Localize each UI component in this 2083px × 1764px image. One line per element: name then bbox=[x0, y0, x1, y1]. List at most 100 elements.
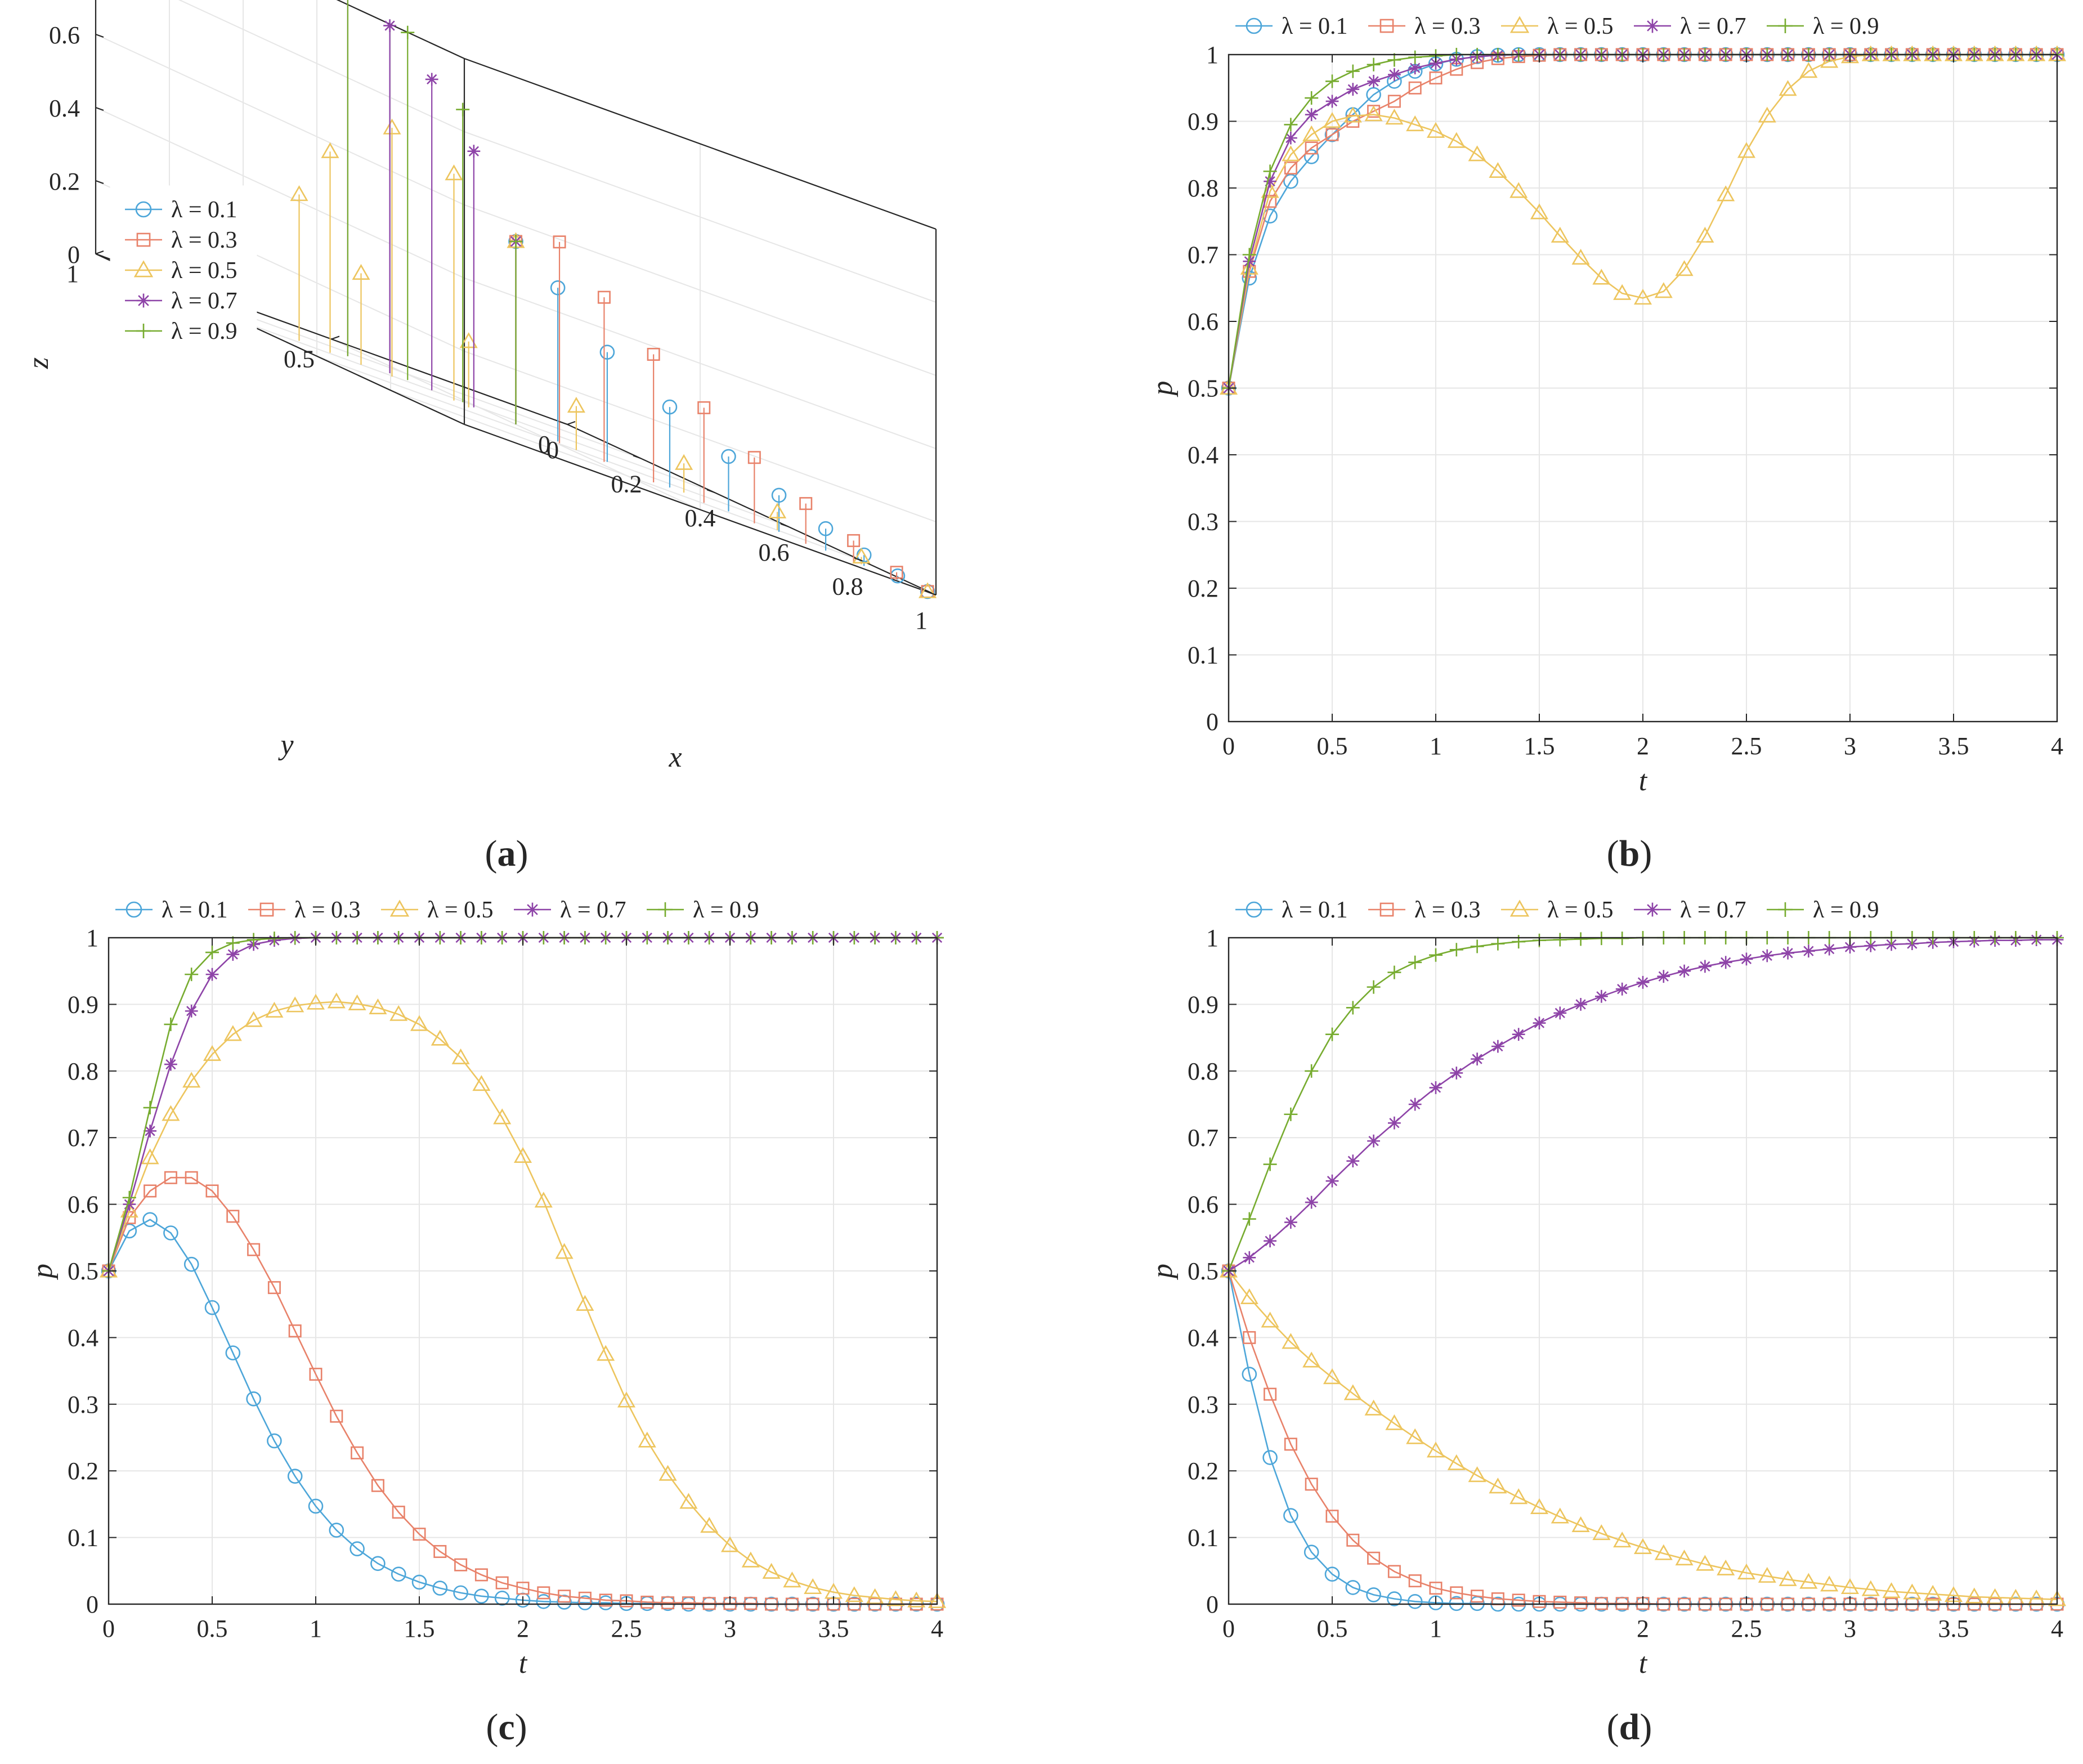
data-point bbox=[1302, 1351, 1321, 1368]
y-tick bbox=[567, 421, 576, 425]
legend-label: λ = 0.1 bbox=[1282, 897, 1348, 923]
data-point bbox=[1574, 932, 1588, 946]
x-tick-label: 0 bbox=[546, 436, 559, 464]
data-point bbox=[203, 1045, 222, 1061]
data-point bbox=[163, 1225, 178, 1241]
data-point bbox=[1305, 1064, 1319, 1078]
data-point bbox=[1861, 1580, 1880, 1596]
data-point bbox=[697, 401, 711, 414]
y-tick-label: 0.7 bbox=[1188, 241, 1219, 269]
data-point bbox=[928, 1592, 947, 1608]
data-point bbox=[472, 1075, 491, 1091]
data-point bbox=[1553, 1006, 1567, 1020]
data-point bbox=[550, 280, 566, 296]
data-point bbox=[1367, 980, 1381, 994]
data-point bbox=[682, 1596, 695, 1610]
y-tick-label: 0.4 bbox=[1188, 441, 1219, 469]
axis-line bbox=[336, 0, 465, 59]
legend-marker bbox=[1509, 899, 1530, 917]
z-tick-label: 0.4 bbox=[49, 95, 80, 122]
y-tick-label: 0.6 bbox=[68, 1191, 98, 1219]
data-point bbox=[246, 1391, 261, 1407]
data-point bbox=[431, 1029, 449, 1046]
data-point bbox=[1242, 248, 1256, 262]
y-tick-label: 0.5 bbox=[1188, 375, 1219, 402]
y-tick-label: 0 bbox=[1206, 1591, 1219, 1618]
data-point bbox=[1325, 1027, 1339, 1041]
data-point bbox=[1699, 960, 1712, 973]
gridlines bbox=[1228, 937, 2058, 1605]
legend-marker bbox=[1246, 901, 1262, 918]
x-tick-label: 0.6 bbox=[759, 539, 790, 566]
data-point bbox=[1737, 1563, 1756, 1580]
data-point bbox=[164, 1017, 178, 1031]
data-point bbox=[762, 1562, 781, 1579]
y-tick-label: 0 bbox=[538, 431, 550, 458]
data-point bbox=[1428, 1595, 1444, 1610]
data-point bbox=[1325, 128, 1339, 141]
y-tick-label: 0.4 bbox=[68, 1324, 98, 1351]
x-tick-label: 2.5 bbox=[1731, 732, 1762, 760]
x-tick bbox=[928, 592, 937, 596]
data-point bbox=[144, 1184, 157, 1198]
data-point bbox=[371, 1479, 384, 1492]
data-point bbox=[1261, 1311, 1279, 1328]
panel-caption: (b) bbox=[1607, 833, 1652, 874]
data-point bbox=[1779, 1570, 1797, 1586]
data-point bbox=[1429, 1582, 1443, 1595]
data-point bbox=[265, 1001, 284, 1018]
data-point bbox=[1512, 935, 1526, 949]
data-point bbox=[1551, 1507, 1569, 1524]
y-tick-label: 0.5 bbox=[284, 346, 315, 373]
data-point bbox=[1324, 127, 1340, 142]
data-point bbox=[225, 1345, 241, 1360]
data-point bbox=[558, 1590, 571, 1603]
y-axis-label: p bbox=[26, 1264, 59, 1281]
data-point bbox=[453, 1585, 468, 1601]
data-point bbox=[1820, 1575, 1839, 1592]
data-point bbox=[451, 1048, 470, 1064]
data-point bbox=[1696, 1555, 1714, 1571]
x-tick-label: 1 bbox=[915, 607, 928, 634]
data-point bbox=[185, 968, 199, 982]
data-point bbox=[1595, 990, 1608, 1003]
data-point bbox=[1657, 970, 1670, 983]
data-point bbox=[1343, 106, 1362, 123]
data-point bbox=[768, 502, 787, 519]
y-tick-label: 1 bbox=[1206, 41, 1219, 69]
y-tick-label: 0.1 bbox=[68, 1524, 98, 1552]
data-point bbox=[1429, 948, 1443, 962]
axis-line bbox=[464, 57, 937, 230]
data-point bbox=[1574, 998, 1587, 1011]
legend-marker bbox=[389, 899, 410, 917]
data-point bbox=[348, 994, 366, 1010]
panel-caption: (c) bbox=[486, 1707, 527, 1748]
data-point bbox=[1284, 118, 1298, 132]
legend-label: λ = 0.3 bbox=[294, 897, 361, 923]
data-point bbox=[1450, 1586, 1463, 1600]
y-tick-label: 0.5 bbox=[68, 1257, 98, 1285]
data-point bbox=[1719, 956, 1732, 969]
caption-letter: c bbox=[498, 1707, 514, 1748]
data-point bbox=[1387, 53, 1401, 67]
data-point bbox=[1388, 1116, 1401, 1130]
data-point bbox=[1717, 1559, 1735, 1575]
data-point bbox=[1385, 1414, 1404, 1430]
data-point bbox=[597, 1345, 615, 1361]
data-point bbox=[1305, 1196, 1318, 1209]
data-point bbox=[599, 344, 615, 360]
data-point bbox=[267, 1281, 281, 1295]
data-point bbox=[1305, 1478, 1318, 1491]
series-line bbox=[1228, 1270, 2058, 1600]
data-point bbox=[747, 451, 761, 464]
data-point bbox=[886, 1590, 905, 1606]
z-axis-label: z bbox=[23, 357, 55, 369]
legend-marker bbox=[133, 260, 154, 277]
legend-marker bbox=[126, 901, 142, 918]
y-tick-label: 0.6 bbox=[1188, 308, 1219, 335]
y-tick-label: 1 bbox=[1206, 924, 1219, 952]
data-point bbox=[1820, 52, 1839, 68]
data-point bbox=[1758, 1566, 1776, 1583]
